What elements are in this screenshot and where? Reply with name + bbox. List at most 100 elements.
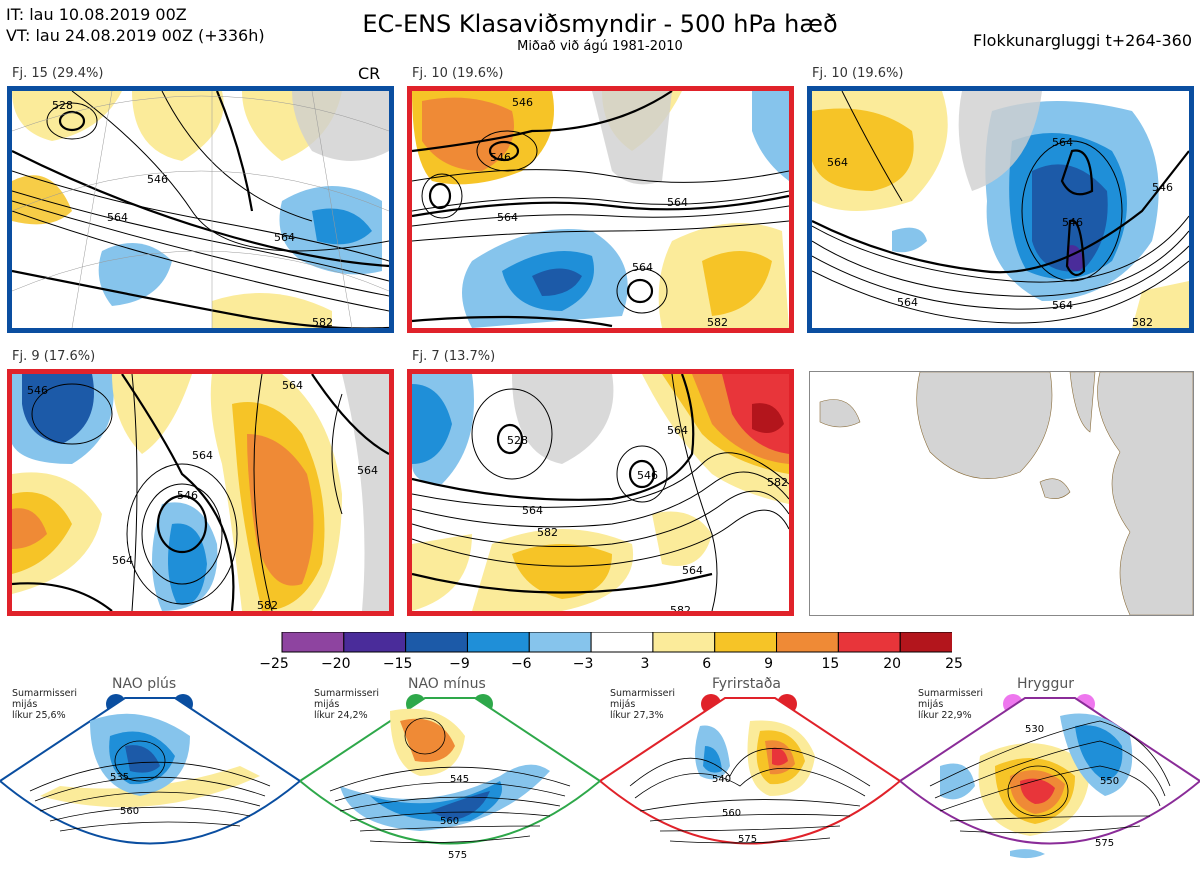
- panel-3-label: Fj. 10 (19.6%): [812, 66, 904, 81]
- colorbar-tick-label: 20: [883, 656, 902, 672]
- regime-title: NAO plús: [112, 676, 177, 692]
- contour-label: 545: [450, 774, 469, 785]
- contour-label: 564: [682, 564, 703, 577]
- contour-label: 546: [512, 96, 533, 109]
- regime-note-line: líkur 24,2%: [314, 710, 368, 721]
- regime-nao-plus: NAO plús Sumarmisseri mijás líkur 25,6% …: [0, 676, 300, 871]
- contour-label: 530: [1025, 724, 1044, 735]
- cluster-map-2[interactable]: 546 546 564 564 564 582: [407, 86, 794, 333]
- regime-note-line: líkur 27,3%: [610, 710, 664, 721]
- regime-ridge: Hryggur Sumarmisseri mijás líkur 22,9% 5…: [900, 676, 1200, 871]
- panel-1-label: Fj. 15 (29.4%): [12, 66, 104, 81]
- page-title: EC-ENS Klasaviðsmyndir - 500 hPa hæð: [362, 10, 838, 38]
- contour-label: 528: [52, 99, 73, 112]
- base-map-canvas: [810, 372, 1193, 615]
- valid-time: VT: lau 24.08.2019 00Z (+336h): [6, 26, 265, 45]
- contour-label: 564: [667, 196, 688, 209]
- regime-note-line: mijás: [610, 699, 636, 710]
- colorbar-swatch: [714, 631, 778, 653]
- contour-label: 564: [107, 211, 128, 224]
- regime-map: 530 550 575: [900, 697, 1200, 859]
- colorbar-swatch: [405, 631, 468, 653]
- regime-nao-minus: NAO mínus Sumarmisseri mijás líkur 24,2%…: [300, 676, 600, 871]
- regime-note: Sumarmisseri mijás líkur 24,2%: [314, 688, 379, 721]
- contour-label: 564: [192, 449, 213, 462]
- regime-title: Hryggur: [1017, 676, 1074, 692]
- contour-label: 546: [177, 489, 198, 502]
- colorbar-tick-label: 9: [764, 656, 773, 672]
- contour-label: 550: [1100, 776, 1119, 787]
- cluster-map-4-canvas: 546 564 564 546 564 564 582: [12, 374, 389, 611]
- empty-map-panel: [809, 371, 1194, 616]
- contour-label: 582: [257, 599, 278, 611]
- contour-label: 540: [712, 774, 731, 785]
- regime-title: NAO mínus: [408, 676, 486, 692]
- colorbar-swatch: [466, 631, 530, 653]
- panel-2-label: Fj. 10 (19.6%): [412, 66, 504, 81]
- contour-label: 575: [738, 834, 757, 845]
- colorbar-tick-label: −6: [510, 656, 532, 672]
- contour-label: 528: [507, 434, 528, 447]
- colorbar: −25 −20 −15 −9 −6 −3 3 6 9 15 20 25: [259, 631, 963, 676]
- contour-label: 564: [282, 379, 303, 392]
- colorbar-tick-label: 3: [640, 656, 650, 672]
- cluster-map-1[interactable]: 528 546 564 564 582: [7, 86, 394, 333]
- colorbar-swatch: [652, 631, 716, 653]
- regime-note: Sumarmisseri mijás líkur 27,3%: [610, 688, 675, 721]
- cluster-map-3[interactable]: 564 564 546 546 564 564 582: [807, 86, 1194, 333]
- regime-note-line: Sumarmisseri: [314, 688, 380, 699]
- cluster-map-2-canvas: 546 546 564 564 564 582: [412, 91, 789, 328]
- contour-label: 582: [1132, 316, 1153, 328]
- contour-label: 564: [522, 504, 543, 517]
- regime-note: Sumarmisseri mijás líkur 25,6%: [12, 688, 77, 721]
- init-time-block: IT: lau 10.08.2019 00Z VT: lau 24.08.201…: [6, 4, 265, 46]
- init-time: IT: lau 10.08.2019 00Z: [6, 5, 187, 24]
- colorbar-tick-label: 25: [945, 656, 963, 672]
- contour-label: 564: [112, 554, 133, 567]
- contour-label: 560: [120, 806, 139, 817]
- regime-note-line: mijás: [12, 699, 38, 710]
- contour-label: 575: [448, 850, 467, 861]
- contour-label: 560: [440, 816, 459, 827]
- cluster-map-5[interactable]: 528 546 564 564 582 564 582 582: [407, 369, 794, 616]
- colorbar-tick-label: −15: [382, 656, 413, 672]
- regime-map: 545 560 575: [300, 697, 600, 861]
- panel-5-label: Fj. 7 (13.7%): [412, 349, 496, 364]
- regime-note-line: Sumarmisseri: [918, 688, 984, 699]
- contour-label: 546: [27, 384, 48, 397]
- contour-label: 564: [632, 261, 653, 274]
- regime-note-line: Sumarmisseri: [12, 688, 78, 699]
- contour-label: 546: [1062, 216, 1083, 229]
- page-subtitle: Miðað við ágú 1981-2010: [517, 39, 683, 54]
- regime-blocking: Fyrirstaða Sumarmisseri mijás líkur 27,3…: [600, 676, 900, 871]
- regime-note-line: mijás: [314, 699, 340, 710]
- regime-map: 535 560: [0, 697, 300, 845]
- contour-label: 564: [1052, 299, 1073, 312]
- colorbar-swatch: [776, 631, 839, 653]
- contour-label: 564: [897, 296, 918, 309]
- regime-note-line: líkur 22,9%: [918, 710, 972, 721]
- contour-label: 582: [670, 604, 691, 611]
- colorbar-swatch: [837, 631, 901, 653]
- colorbar-swatch: [343, 631, 407, 653]
- contour-label: 575: [1095, 838, 1114, 849]
- colorbar-tick-label: −9: [449, 656, 470, 672]
- colorbar-tick-label: −20: [321, 656, 351, 672]
- regime-note-line: líkur 25,6%: [12, 710, 66, 721]
- colorbar-swatches: [281, 631, 963, 653]
- contour-label: 582: [767, 476, 788, 489]
- contour-label: 564: [274, 231, 295, 244]
- colorbar-swatch: [281, 631, 345, 653]
- contour-label: 546: [147, 173, 168, 186]
- regime-map: 540 560 575: [600, 697, 900, 845]
- classification-window: Flokkunargluggi t+264-360: [973, 31, 1192, 50]
- colorbar-swatch: [899, 631, 963, 653]
- contour-label: 546: [637, 469, 658, 482]
- cluster-map-4[interactable]: 546 564 564 546 564 564 582: [7, 369, 394, 616]
- contour-label: 535: [110, 772, 129, 783]
- regime-note-line: Sumarmisseri: [610, 688, 676, 699]
- regime-note-line: mijás: [918, 699, 944, 710]
- contour-label: 546: [490, 151, 511, 164]
- cluster-map-3-canvas: 564 564 546 546 564 564 582: [812, 91, 1189, 328]
- cluster-map-5-canvas: 528 546 564 564 582 564 582 582: [412, 374, 789, 611]
